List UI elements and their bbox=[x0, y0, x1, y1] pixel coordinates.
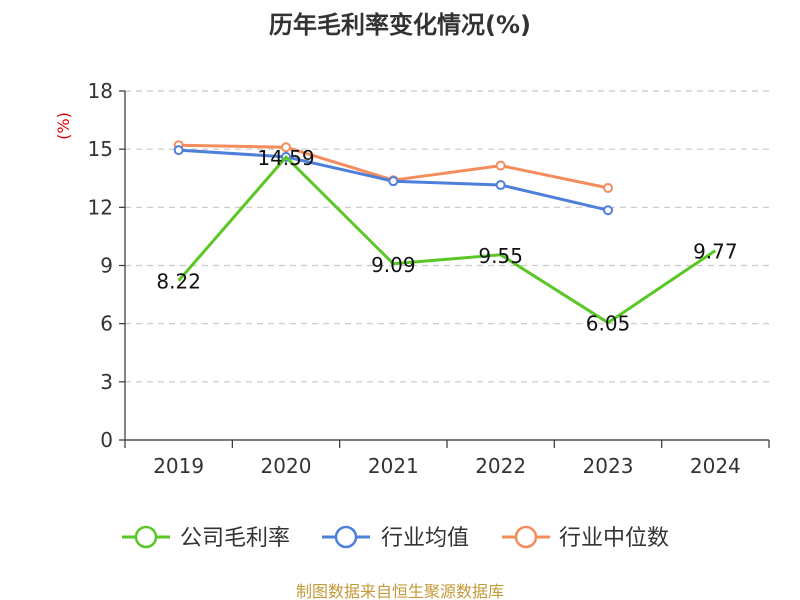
x-tick-label: 2020 bbox=[261, 454, 312, 478]
data-label: 6.05 bbox=[586, 312, 631, 336]
data-point bbox=[603, 205, 613, 216]
source-note: 制图数据来自恒生聚源数据库 bbox=[296, 582, 504, 600]
y-tick-label: 15 bbox=[88, 137, 113, 161]
y-tick-label: 9 bbox=[100, 254, 113, 278]
legend-item-1[interactable]: 行业均值 bbox=[322, 525, 469, 551]
y-axis-unit: (%) bbox=[54, 112, 73, 140]
legend-item-2[interactable]: 行业中位数 bbox=[502, 525, 669, 551]
data-labels: 8.22 14.59 9.09 9.55 6.05 9.77 bbox=[156, 146, 737, 336]
legend-label: 行业均值 bbox=[381, 526, 469, 551]
axes: 0 3 6 9 12 15 18 2019 2020 2021 2022 2023 2024 bbox=[88, 79, 770, 478]
legend-label: 公司毛利率 bbox=[180, 526, 290, 551]
x-tick-label: 2021 bbox=[368, 454, 419, 478]
data-label: 9.77 bbox=[693, 240, 738, 264]
legend-label: 行业中位数 bbox=[559, 526, 669, 551]
y-tick-label: 0 bbox=[100, 428, 113, 452]
y-tick-label: 3 bbox=[100, 370, 113, 394]
y-tick-label: 6 bbox=[100, 312, 113, 336]
x-tick-label: 2023 bbox=[583, 454, 634, 478]
y-tick-label: 18 bbox=[88, 79, 113, 103]
grid-lines bbox=[125, 90, 769, 383]
series-lines bbox=[173, 140, 717, 325]
x-tick-label: 2019 bbox=[153, 454, 204, 478]
legend[interactable]: 公司毛利率 行业均值 行业中位数 bbox=[122, 525, 669, 551]
x-tick-label: 2024 bbox=[690, 454, 741, 478]
y-tick-label: 12 bbox=[88, 195, 113, 219]
data-point bbox=[173, 145, 184, 156]
series-line-0 bbox=[177, 155, 717, 325]
data-label: 14.59 bbox=[257, 146, 314, 170]
data-point bbox=[495, 160, 506, 171]
legend-marker bbox=[134, 525, 158, 549]
data-point bbox=[281, 142, 291, 153]
data-point bbox=[603, 182, 613, 193]
legend-marker bbox=[334, 525, 358, 549]
x-tick-label: 2022 bbox=[475, 454, 526, 478]
legend-item-0[interactable]: 公司毛利率 bbox=[122, 525, 290, 551]
data-label: 8.22 bbox=[156, 270, 201, 294]
data-label: 9.09 bbox=[371, 253, 416, 277]
chart-title: 历年毛利率变化情况(%) bbox=[269, 11, 531, 39]
data-label: 9.55 bbox=[478, 244, 523, 268]
legend-marker bbox=[514, 525, 538, 549]
data-point bbox=[388, 176, 399, 187]
data-point bbox=[495, 180, 506, 191]
